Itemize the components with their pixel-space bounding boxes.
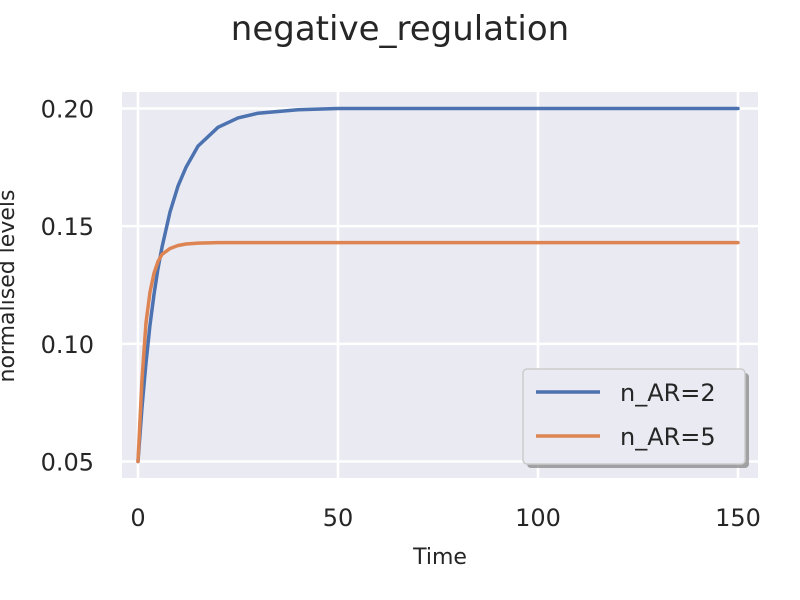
chart-title: negative_regulation [231,9,569,49]
series-line-n-ar-5 [136,240,740,464]
legend-label-n-ar-5: n_AR=5 [620,423,716,451]
x-tick-label: 100 [515,504,561,532]
y-tick-label: 0.20 [41,95,94,123]
x-tick-label: 50 [323,504,354,532]
x-axis-label: Time [412,545,467,570]
legend: n_AR=2 n_AR=5 [522,368,749,468]
series-layer [136,106,740,464]
x-tick-label: 0 [130,504,145,532]
y-tick-label: 0.10 [41,331,94,359]
y-axis-label: normalised levels [0,190,20,383]
legend-label-n-ar-2: n_AR=2 [620,379,716,407]
x-tick-label: 150 [715,504,761,532]
grid [122,92,758,478]
y-tick-label: 0.05 [41,449,94,477]
x-ticks: 0 50 100 150 [130,504,761,532]
y-ticks: 0.05 0.10 0.15 0.20 [41,95,94,476]
y-tick-label: 0.15 [41,213,94,241]
series-line-n-ar-2 [136,106,740,464]
